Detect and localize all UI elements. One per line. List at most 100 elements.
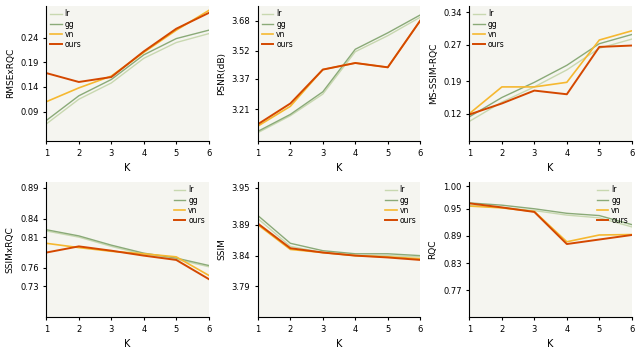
Line: vn: vn bbox=[258, 21, 420, 126]
ours bbox=[628, 233, 636, 237]
lr bbox=[465, 203, 473, 207]
vn bbox=[351, 253, 359, 258]
lr bbox=[108, 244, 115, 248]
Line: gg: gg bbox=[469, 203, 632, 225]
vn bbox=[628, 29, 636, 33]
vn bbox=[75, 245, 83, 250]
lr bbox=[351, 50, 359, 54]
ours bbox=[205, 277, 212, 281]
Line: gg: gg bbox=[46, 230, 209, 266]
Line: ours: ours bbox=[46, 13, 209, 82]
gg bbox=[595, 213, 603, 218]
vn bbox=[384, 255, 392, 259]
lr bbox=[140, 252, 148, 257]
ours bbox=[384, 65, 392, 70]
gg bbox=[42, 118, 50, 122]
X-axis label: K: K bbox=[124, 163, 131, 173]
vn bbox=[108, 74, 115, 78]
ours bbox=[531, 88, 538, 93]
lr bbox=[140, 56, 148, 60]
lr bbox=[417, 15, 424, 20]
gg bbox=[465, 115, 473, 119]
lr bbox=[531, 85, 538, 89]
vn bbox=[563, 240, 571, 244]
vn bbox=[498, 206, 506, 210]
ours bbox=[628, 43, 636, 48]
Line: ours: ours bbox=[258, 224, 420, 260]
lr bbox=[172, 257, 180, 261]
lr bbox=[563, 68, 571, 72]
Y-axis label: SSIMxRQC: SSIMxRQC bbox=[6, 226, 15, 273]
vn bbox=[42, 99, 50, 104]
ours bbox=[319, 250, 326, 255]
Line: gg: gg bbox=[258, 215, 420, 256]
ours bbox=[351, 253, 359, 258]
lr bbox=[205, 32, 212, 36]
lr bbox=[75, 235, 83, 239]
Y-axis label: RMSExRQC: RMSExRQC bbox=[6, 48, 15, 98]
lr bbox=[287, 114, 294, 118]
gg bbox=[417, 13, 424, 17]
lr bbox=[384, 253, 392, 258]
vn bbox=[351, 61, 359, 65]
gg bbox=[205, 28, 212, 32]
ours bbox=[205, 11, 212, 15]
gg bbox=[595, 42, 603, 46]
Y-axis label: MS-SSIM-RQC: MS-SSIM-RQC bbox=[429, 43, 438, 104]
gg bbox=[531, 80, 538, 84]
ours bbox=[384, 255, 392, 260]
ours bbox=[531, 210, 538, 214]
Line: gg: gg bbox=[469, 34, 632, 117]
ours bbox=[595, 45, 603, 49]
ours bbox=[140, 49, 148, 54]
ours bbox=[108, 248, 115, 253]
vn bbox=[563, 80, 571, 84]
Line: lr: lr bbox=[258, 219, 420, 257]
lr bbox=[254, 131, 262, 135]
Line: ours: ours bbox=[469, 203, 632, 244]
vn bbox=[417, 257, 424, 261]
gg bbox=[563, 63, 571, 67]
gg bbox=[351, 47, 359, 51]
vn bbox=[172, 255, 180, 259]
lr bbox=[254, 217, 262, 221]
vn bbox=[498, 85, 506, 89]
lr bbox=[205, 264, 212, 269]
gg bbox=[384, 252, 392, 256]
gg bbox=[465, 201, 473, 205]
ours bbox=[498, 101, 506, 105]
lr bbox=[417, 255, 424, 259]
lr bbox=[75, 97, 83, 102]
vn bbox=[595, 38, 603, 42]
ours bbox=[254, 122, 262, 126]
gg bbox=[498, 203, 506, 207]
gg bbox=[140, 251, 148, 255]
vn bbox=[319, 67, 326, 72]
vn bbox=[384, 65, 392, 70]
gg bbox=[384, 31, 392, 35]
vn bbox=[595, 233, 603, 237]
vn bbox=[140, 252, 148, 256]
Line: lr: lr bbox=[469, 205, 632, 227]
ours bbox=[287, 246, 294, 250]
vn bbox=[628, 233, 636, 237]
ours bbox=[108, 75, 115, 79]
Line: vn: vn bbox=[258, 225, 420, 259]
Line: ours: ours bbox=[258, 21, 420, 124]
lr bbox=[108, 81, 115, 85]
lr bbox=[563, 213, 571, 217]
Line: lr: lr bbox=[258, 17, 420, 133]
Legend: lr, gg, vn, ours: lr, gg, vn, ours bbox=[383, 184, 418, 226]
Line: vn: vn bbox=[469, 31, 632, 114]
gg bbox=[108, 77, 115, 82]
X-axis label: K: K bbox=[336, 339, 342, 349]
Line: lr: lr bbox=[46, 231, 209, 267]
Legend: lr, gg, vn, ours: lr, gg, vn, ours bbox=[595, 184, 630, 226]
ours bbox=[319, 67, 326, 72]
gg bbox=[498, 95, 506, 100]
ours bbox=[287, 101, 294, 105]
vn bbox=[319, 250, 326, 255]
lr bbox=[351, 253, 359, 258]
X-axis label: K: K bbox=[124, 339, 131, 349]
Line: ours: ours bbox=[469, 45, 632, 114]
